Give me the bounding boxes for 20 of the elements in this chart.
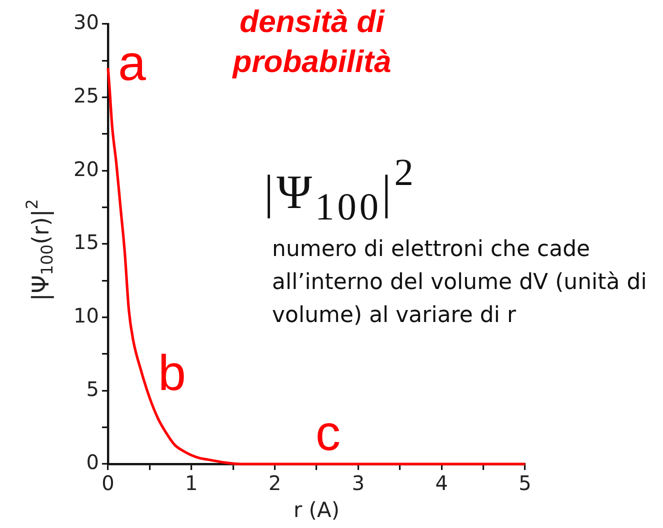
chart-title: densità di probabilità: [231, 3, 392, 81]
x-tick-label: 2: [268, 471, 282, 496]
x-tick-label: 0: [102, 471, 114, 496]
y-tick-label: 20: [74, 156, 99, 181]
y-tick-label: 0: [86, 450, 99, 474]
x-axis-title: r (A): [293, 498, 340, 522]
y-tick-label: 30: [74, 10, 99, 34]
y-tick-label: 10: [74, 304, 99, 328]
annotation: b: [158, 345, 186, 401]
x-tick-label: 1: [185, 471, 198, 496]
y-tick-label: 25: [74, 84, 99, 108]
x-tick-label: 3: [352, 471, 365, 496]
annotation: numero di elettroni che cade all’interno del volume dV (unità di volume) al variare di r: [272, 236, 648, 330]
annotation: a: [118, 35, 146, 91]
x-tick-label: 4: [435, 471, 448, 496]
y-tick-label: 15: [74, 230, 99, 254]
annotation: c: [316, 405, 340, 461]
annotation: |Ψ$_{100}$|$^{2}$: [264, 151, 418, 231]
x-tick-label: 5: [518, 471, 532, 496]
y-tick-label: 5: [86, 376, 99, 401]
